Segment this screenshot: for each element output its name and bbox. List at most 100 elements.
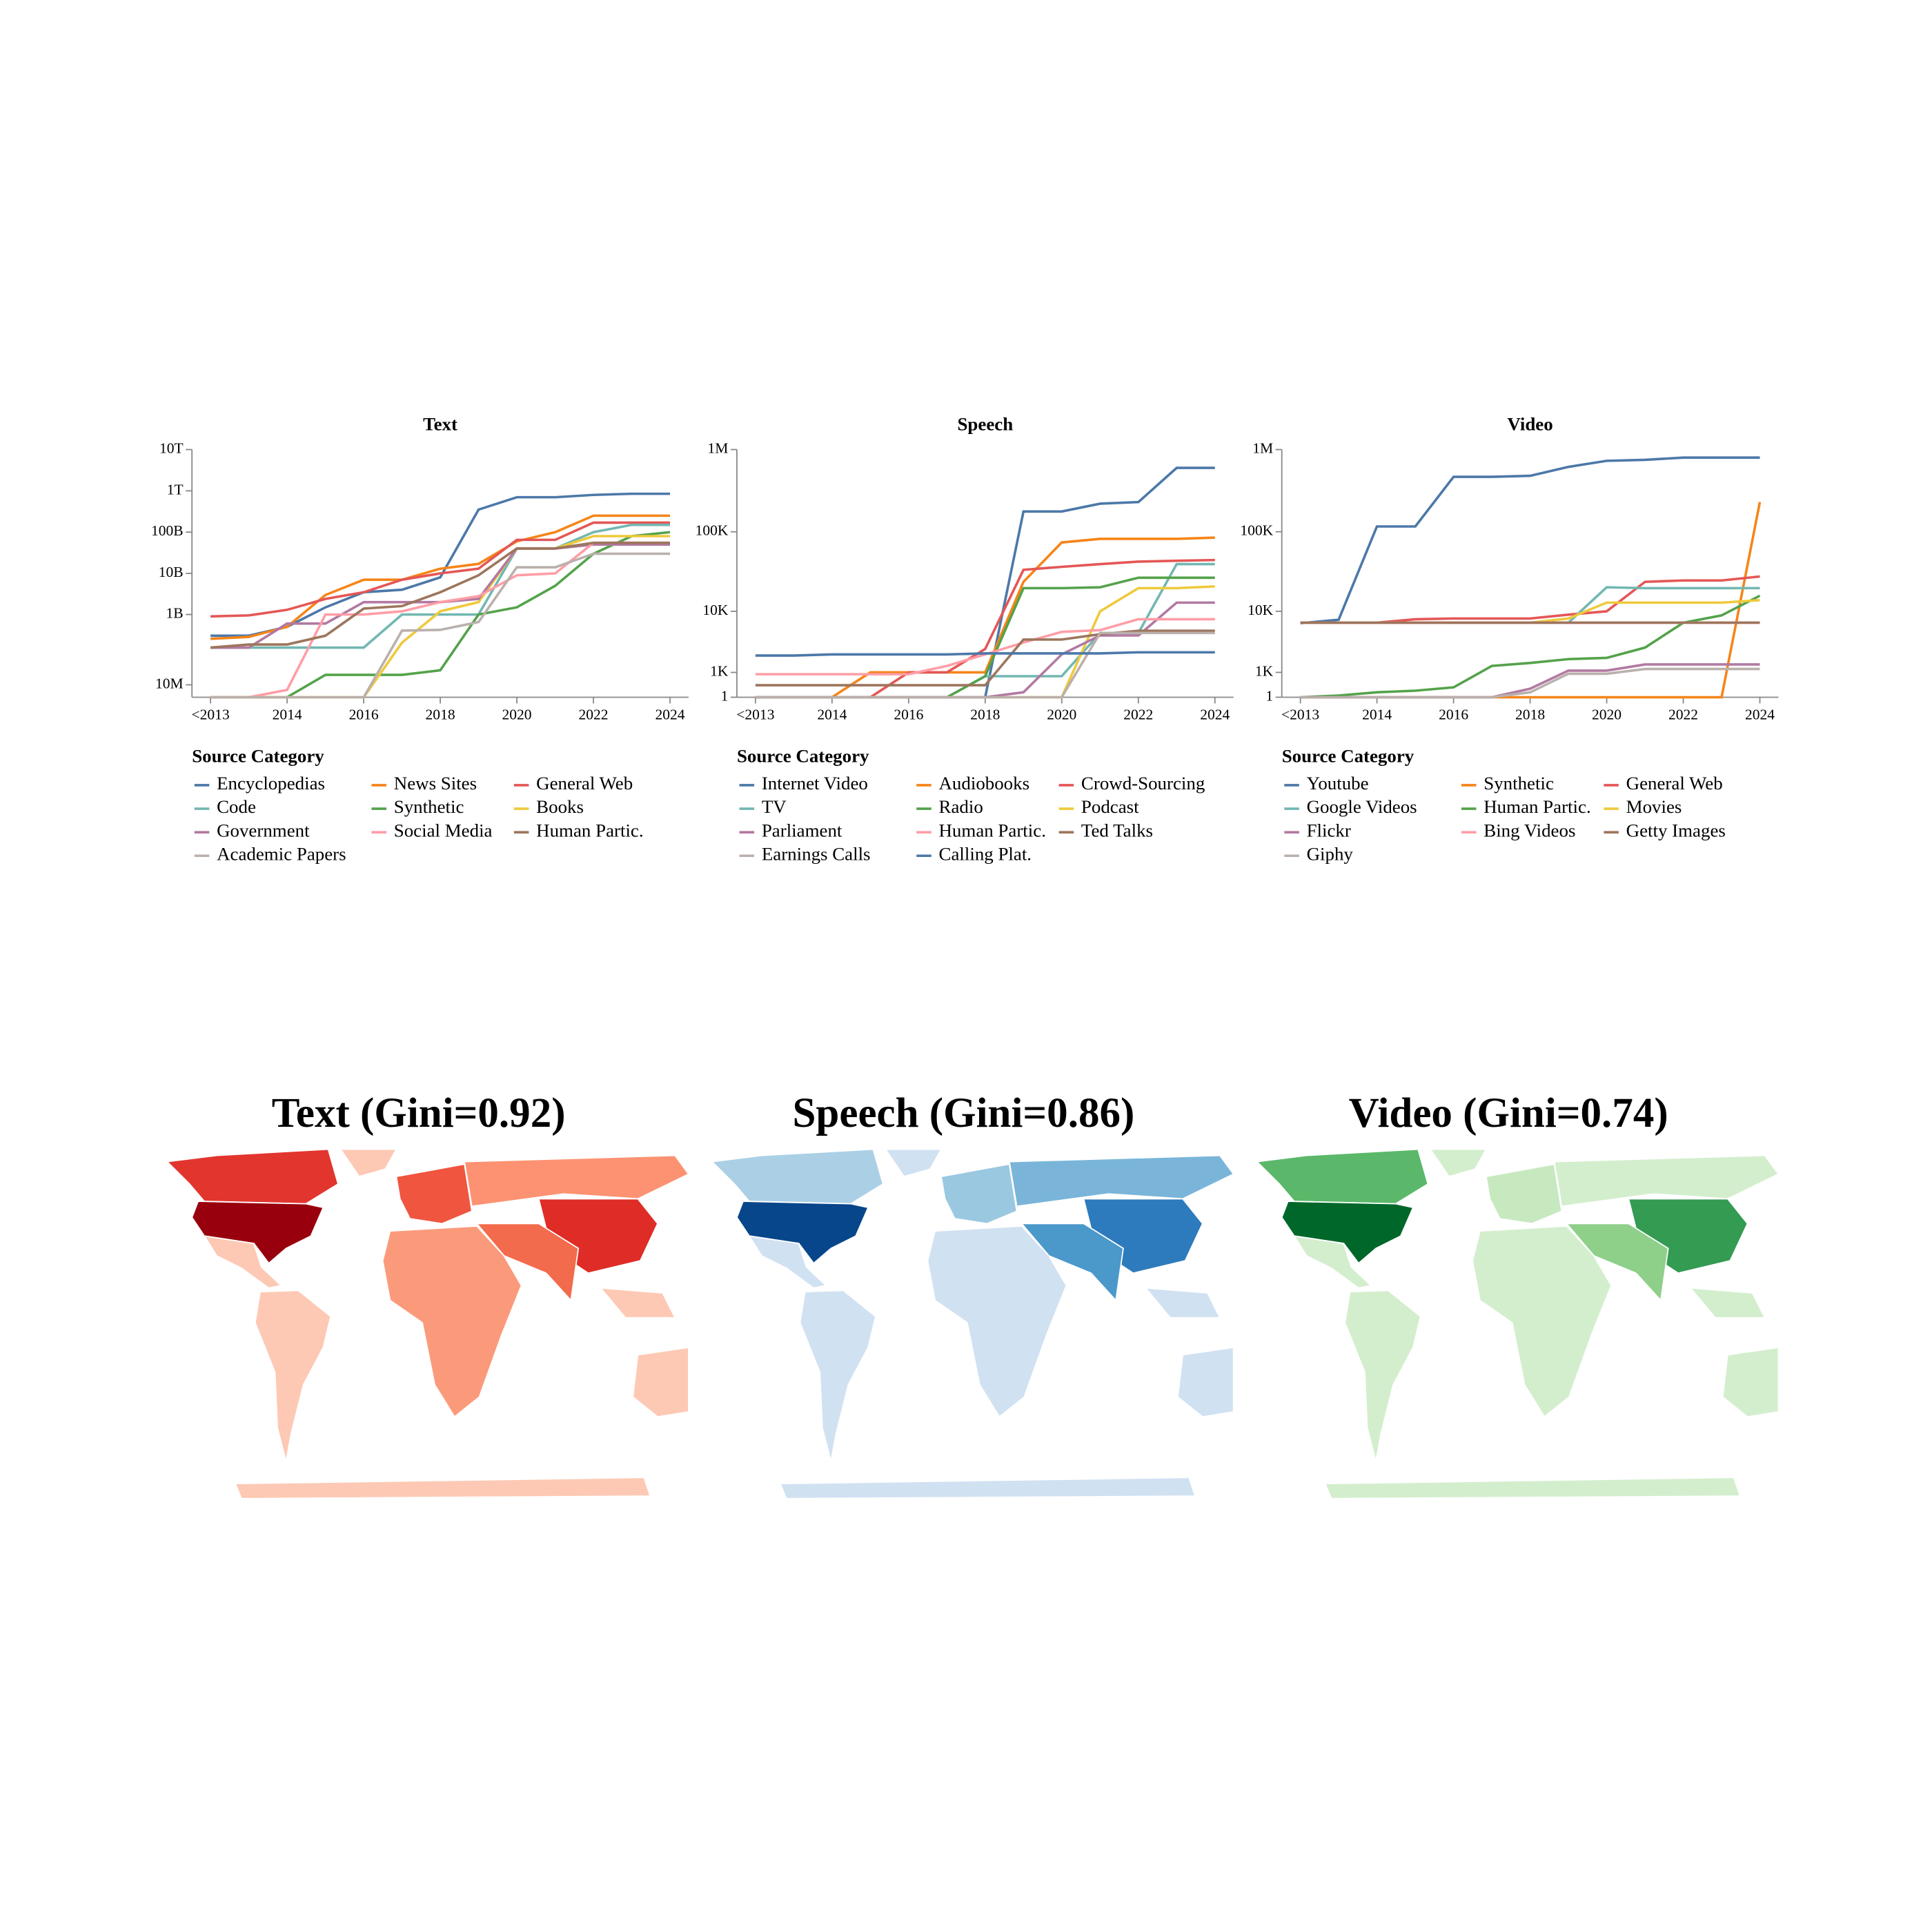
x-tick-label: 2020 <box>1047 706 1076 722</box>
y-tick-label: 10K <box>1248 602 1274 618</box>
legend-label: Social Media <box>394 820 493 840</box>
legend-label: Internet Video <box>762 773 868 793</box>
x-tick-label: 2024 <box>1745 706 1775 722</box>
region <box>166 1148 339 1205</box>
legend-label: Youtube <box>1307 773 1369 793</box>
y-tick-label: 1 <box>721 687 729 704</box>
x-tick-label: 2020 <box>502 706 532 722</box>
x-tick-label: <2013 <box>192 706 230 722</box>
region <box>799 1290 876 1462</box>
x-tick-label: 2022 <box>1123 706 1153 722</box>
legend-label: Getty Images <box>1626 820 1726 840</box>
region <box>1344 1290 1421 1462</box>
legend-label: Synthetic <box>1483 773 1554 793</box>
y-tick-label: 1M <box>1252 440 1273 456</box>
y-tick-label: 10K <box>702 602 729 618</box>
x-tick-label: 2016 <box>349 706 379 722</box>
region <box>203 1235 283 1289</box>
series-line <box>1300 456 1760 624</box>
series-line <box>755 629 1215 687</box>
chart-title: Text <box>423 414 457 435</box>
y-tick-label: 100K <box>696 522 729 539</box>
region <box>382 1225 522 1418</box>
region <box>1281 1201 1414 1265</box>
legend-label: Flickr <box>1307 820 1351 840</box>
x-tick-label: 2018 <box>970 706 1000 722</box>
x-tick-label: 2016 <box>1439 706 1468 722</box>
y-tick-label: 1K <box>710 662 729 679</box>
region <box>1144 1287 1221 1319</box>
legend-label: Bing Videos <box>1483 820 1575 840</box>
region <box>1472 1225 1613 1418</box>
y-tick-label: 1 <box>1265 687 1273 704</box>
y-tick-label: 10T <box>159 440 184 456</box>
region <box>884 1148 943 1178</box>
x-tick-label: 2018 <box>426 706 455 722</box>
y-tick-label: 10B <box>159 564 184 580</box>
region <box>1255 1148 1429 1205</box>
region <box>254 1290 332 1462</box>
world-map <box>1255 1148 1780 1499</box>
region <box>1176 1346 1234 1418</box>
region <box>632 1346 689 1418</box>
series-line <box>755 631 1215 699</box>
legend-label: Ted Talks <box>1081 820 1153 840</box>
y-tick-label: 10M <box>155 675 184 691</box>
map-title: Speech (Gini=0.86) <box>793 1090 1135 1136</box>
legend-label: Human Partic. <box>939 820 1046 840</box>
map-title: Video (Gini=0.74) <box>1349 1090 1668 1136</box>
x-tick-label: 2014 <box>273 706 302 722</box>
legend-label: Podcast <box>1081 796 1139 817</box>
y-tick-label: 1B <box>166 605 184 622</box>
legend-label: Google Videos <box>1307 796 1417 817</box>
legend-label: Human Partic. <box>1483 796 1590 817</box>
legend-label: Human Partic. <box>536 820 643 840</box>
y-tick-label: 100B <box>151 522 184 539</box>
legend-label: Giphy <box>1307 843 1354 864</box>
chart-title: Speech <box>957 414 1013 435</box>
legend-title: Source Category <box>1282 746 1414 767</box>
legend-label: Radio <box>939 796 983 817</box>
y-tick-label: 100K <box>1240 522 1273 539</box>
legend-label: Audiobooks <box>939 773 1030 793</box>
y-tick-label: 1T <box>167 481 184 497</box>
series-line <box>210 514 671 640</box>
x-tick-label: <2013 <box>736 706 774 722</box>
legend-label: News Sites <box>394 773 477 793</box>
region <box>339 1148 397 1178</box>
legend-label: Academic Papers <box>217 843 346 864</box>
world-map <box>166 1148 690 1499</box>
region <box>234 1477 651 1499</box>
legend-label: Calling Plat. <box>939 843 1032 864</box>
legend-label: Parliament <box>762 820 842 840</box>
region <box>1722 1346 1780 1418</box>
series-line <box>210 523 671 649</box>
region <box>927 1225 1067 1418</box>
x-tick-label: 2014 <box>1362 706 1392 722</box>
legend-label: Synthetic <box>394 796 464 817</box>
region <box>1324 1477 1742 1499</box>
region <box>1688 1287 1766 1319</box>
region <box>736 1201 869 1265</box>
legend-label: Code <box>217 796 256 817</box>
legend-label: Crowd-Sourcing <box>1081 773 1205 793</box>
legend-label: Books <box>536 796 584 817</box>
legend-title: Source Category <box>192 746 324 767</box>
series-line <box>210 541 671 649</box>
x-tick-label: 2018 <box>1515 706 1545 722</box>
chart-title: Video <box>1507 414 1552 435</box>
x-tick-label: <2013 <box>1281 706 1319 722</box>
x-tick-label: 2020 <box>1592 706 1621 722</box>
series-line <box>1300 667 1760 699</box>
legend-label: Movies <box>1626 796 1682 817</box>
region <box>599 1287 676 1319</box>
x-tick-label: 2024 <box>1200 706 1230 722</box>
series-line <box>755 651 1215 657</box>
legend-label: Earnings Calls <box>762 843 871 864</box>
legend-label: General Web <box>1626 773 1723 793</box>
world-map <box>711 1148 1235 1499</box>
x-tick-label: 2024 <box>656 706 685 722</box>
